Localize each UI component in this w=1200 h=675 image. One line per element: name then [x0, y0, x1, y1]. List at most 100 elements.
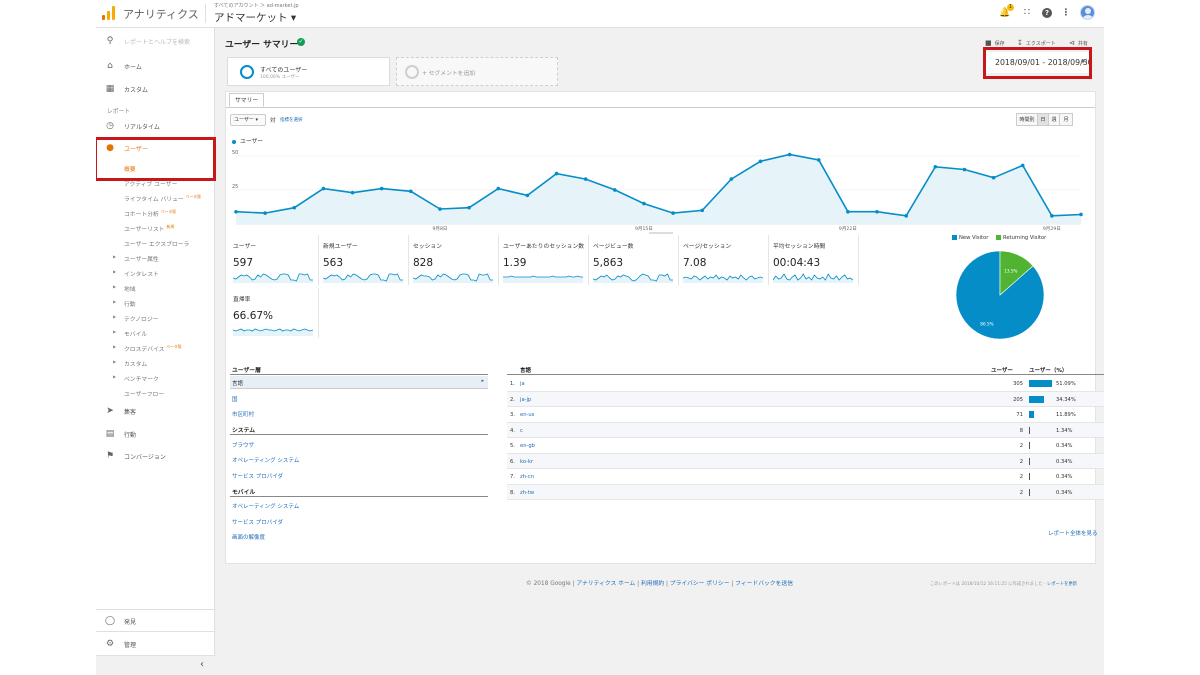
- export-button[interactable]: ↧ エクスポート: [1017, 39, 1056, 47]
- sidebar-item-audience[interactable]: ● ユーザー: [106, 143, 148, 153]
- footer-link[interactable]: アナリティクス ホーム: [576, 581, 636, 587]
- data-point[interactable]: [642, 201, 646, 206]
- help-icon[interactable]: ?: [1041, 7, 1053, 19]
- data-point[interactable]: [671, 211, 675, 215]
- data-point[interactable]: [816, 158, 821, 162]
- language-link[interactable]: c: [520, 427, 523, 434]
- sidebar-item-behavior[interactable]: ▤ 行動: [105, 429, 137, 439]
- sidebar-subitem[interactable]: ユーザーリスト新規: [124, 224, 175, 233]
- footer-link[interactable]: 利用規約: [640, 581, 665, 587]
- refresh-report-link[interactable]: レポートを更新: [1046, 582, 1077, 587]
- data-point[interactable]: [787, 152, 792, 157]
- data-point[interactable]: [729, 177, 734, 181]
- dimension-country[interactable]: 国: [232, 397, 238, 403]
- sidebar-subitem[interactable]: ▶ 地域: [113, 284, 136, 293]
- data-point[interactable]: [758, 159, 763, 164]
- metric-card[interactable]: ユーザー 597: [230, 235, 319, 285]
- language-link[interactable]: en-gb: [520, 443, 535, 449]
- sidebar-subitem[interactable]: アクティブ ユーザー: [124, 182, 178, 188]
- granularity-button[interactable]: 日: [1037, 113, 1049, 126]
- footer-link[interactable]: プライバシー ポリシー: [669, 581, 730, 587]
- bell-icon[interactable]: 🔔: [999, 8, 1011, 18]
- dimension-browser[interactable]: ブラウザ: [232, 443, 255, 449]
- sidebar-subitem[interactable]: ユーザー エクスプローラ: [124, 242, 190, 248]
- language-link[interactable]: en-us: [520, 412, 535, 418]
- sidebar-subitem[interactable]: ▶ インタレスト: [113, 269, 159, 278]
- pie-slice[interactable]: [999, 250, 1034, 296]
- metric-card[interactable]: 平均セッション時間 00:04:43: [770, 235, 859, 285]
- data-point[interactable]: [962, 167, 967, 172]
- language-link[interactable]: ja: [520, 381, 525, 387]
- data-point[interactable]: [1079, 212, 1083, 217]
- apps-grid-icon[interactable]: ∷: [1023, 7, 1031, 18]
- account-selector[interactable]: アドマーケット ▾: [214, 12, 297, 24]
- collapse-sidebar-button[interactable]: ‹: [96, 655, 215, 675]
- metric-dropdown[interactable]: ユーザー ▾: [230, 114, 266, 126]
- avatar[interactable]: [1080, 5, 1095, 20]
- footer-link[interactable]: フィードバックを送信: [735, 581, 793, 587]
- full-report-link[interactable]: レポート全体を見る: [1048, 531, 1098, 537]
- sidebar-subitem[interactable]: ライフタイム バリューベータ版: [124, 194, 201, 203]
- data-point[interactable]: [496, 186, 501, 191]
- data-point[interactable]: [875, 209, 879, 214]
- dimension-os[interactable]: オペレーティング システム: [232, 458, 300, 464]
- sidebar-item-discover[interactable]: ◯ 発見: [105, 616, 137, 626]
- data-point[interactable]: [612, 188, 617, 192]
- date-range-picker[interactable]: 2018/09/01 - 2018/09/30 ▼: [986, 52, 1093, 73]
- dimension-mobile-os[interactable]: オペレーティング システム: [232, 504, 300, 510]
- sidebar-subitem[interactable]: ▶ テクノロジー: [113, 314, 159, 323]
- sidebar-subitem[interactable]: ユーザーフロー: [124, 392, 165, 398]
- data-point[interactable]: [583, 177, 588, 181]
- granularity-button[interactable]: 週: [1048, 113, 1060, 126]
- dimension-service-provider[interactable]: サービス プロバイダ: [232, 474, 284, 480]
- sidebar-subitem[interactable]: ▶ モバイル: [113, 329, 148, 338]
- analytics-logo-icon[interactable]: [102, 6, 115, 20]
- data-point[interactable]: [846, 209, 850, 214]
- data-point[interactable]: [438, 207, 442, 211]
- segment-all-users[interactable]: すべてのユーザー 100.00% ユーザー: [227, 57, 390, 86]
- data-point[interactable]: [700, 208, 705, 213]
- sidebar-item-admin[interactable]: ⚙ 管理: [105, 639, 137, 649]
- save-button[interactable]: ■ 保存: [985, 39, 1005, 47]
- data-point[interactable]: [263, 211, 267, 215]
- data-point[interactable]: [1050, 214, 1054, 218]
- language-link[interactable]: zh-tw: [520, 489, 535, 496]
- metric-card[interactable]: ユーザーあたりのセッション数 1.39: [500, 235, 589, 285]
- metric-card[interactable]: ページビュー数 5,863: [590, 235, 679, 285]
- more-vert-icon[interactable]: ⋮: [1061, 8, 1071, 18]
- metric-card[interactable]: ページ/セッション 7.08: [680, 235, 769, 285]
- data-point[interactable]: [321, 186, 326, 191]
- sidebar-item-custom[interactable]: ▦ カスタム: [105, 84, 149, 94]
- sidebar-item-home[interactable]: ⌂ ホーム: [96, 60, 215, 74]
- granularity-button[interactable]: 時間別: [1016, 113, 1038, 126]
- data-point[interactable]: [379, 186, 384, 191]
- data-point[interactable]: [350, 190, 355, 195]
- granularity-button[interactable]: 月: [1059, 113, 1073, 126]
- sidebar-subitem[interactable]: ▶ ベンチマーク: [113, 374, 159, 383]
- sidebar-subitem[interactable]: ▶ ユーザー属性: [113, 254, 159, 263]
- tab-summary[interactable]: サマリー: [229, 93, 265, 107]
- add-segment-button[interactable]: + セグメントを追加: [396, 57, 558, 86]
- chart-resize-handle[interactable]: [649, 232, 673, 234]
- data-point[interactable]: [467, 205, 471, 210]
- language-link[interactable]: ja-jp: [520, 396, 532, 403]
- sidebar-item-realtime[interactable]: ◷ リアルタイム: [106, 121, 160, 131]
- search-input[interactable]: レポートとヘルプを検索: [124, 39, 191, 46]
- sidebar-item-acquisition[interactable]: ➤ 集客: [106, 406, 137, 416]
- language-link[interactable]: zh-cn: [520, 474, 535, 480]
- data-point[interactable]: [991, 175, 996, 180]
- metric-card[interactable]: セッション 828: [410, 235, 499, 285]
- share-button[interactable]: ⊲ 共有: [1069, 39, 1088, 47]
- dimension-language[interactable]: 言語 ▸: [230, 376, 488, 389]
- data-point[interactable]: [933, 164, 938, 169]
- metric-card[interactable]: 新規ユーザー 563: [320, 235, 409, 285]
- sidebar-search[interactable]: ⚲ レポートとヘルプを検索: [96, 35, 215, 49]
- sidebar-subitem[interactable]: ▶ クロスデバイスベータ版: [113, 344, 182, 353]
- sidebar-item-overview[interactable]: 概要: [124, 167, 136, 173]
- account-breadcrumb[interactable]: すべてのアカウント ＞ ad-market.jp: [214, 3, 299, 9]
- language-link[interactable]: ko-kr: [520, 458, 534, 465]
- sidebar-subitem[interactable]: コホート分析ベータ版: [124, 209, 176, 218]
- data-point[interactable]: [1020, 163, 1025, 168]
- sidebar-item-conversions[interactable]: ⚑ コンバージョン: [105, 451, 166, 461]
- data-point[interactable]: [234, 209, 238, 214]
